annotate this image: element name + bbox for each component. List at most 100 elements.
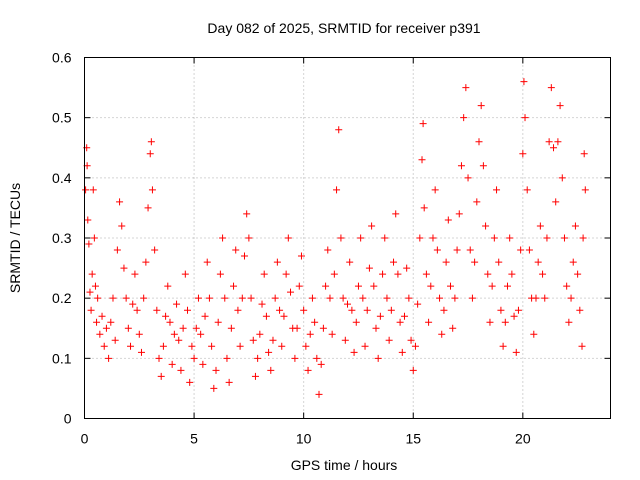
- data-point: [552, 198, 560, 206]
- data-point: [304, 366, 312, 374]
- data-point: [287, 288, 295, 296]
- data-point: [444, 216, 452, 224]
- data-point: [177, 366, 185, 374]
- data-point: [475, 138, 483, 146]
- y-tick-label: 0.5: [52, 110, 72, 126]
- data-point: [214, 318, 222, 326]
- data-point: [581, 186, 589, 194]
- data-point: [98, 312, 106, 320]
- data-point: [536, 222, 544, 230]
- data-point: [223, 354, 231, 362]
- data-point: [208, 342, 216, 350]
- data-point: [100, 342, 108, 350]
- data-point: [85, 240, 93, 248]
- data-point: [328, 330, 336, 338]
- data-point: [148, 186, 156, 194]
- data-point: [245, 234, 253, 242]
- data-point: [517, 246, 525, 254]
- data-point: [574, 270, 582, 278]
- x-axis-label: GPS time / hours: [291, 457, 398, 473]
- data-point: [506, 234, 514, 242]
- data-point: [319, 324, 327, 332]
- data-point: [383, 294, 391, 302]
- data-point: [330, 270, 338, 278]
- data-point: [86, 288, 94, 296]
- data-point: [409, 366, 417, 374]
- data-point: [120, 264, 128, 272]
- data-point: [379, 270, 387, 278]
- data-point: [422, 270, 430, 278]
- data-point: [315, 390, 323, 398]
- x-tick-label: 0: [81, 431, 89, 447]
- data-point: [153, 306, 161, 314]
- data-point: [260, 270, 268, 278]
- data-point: [308, 294, 316, 302]
- data-point: [90, 234, 98, 242]
- data-point: [258, 300, 266, 308]
- data-point: [387, 306, 395, 314]
- y-axis-label: SRMTID / TECUs: [7, 183, 23, 293]
- data-point: [464, 174, 472, 182]
- data-point: [554, 138, 562, 146]
- data-point: [146, 150, 154, 158]
- data-point: [317, 360, 325, 368]
- data-point: [414, 300, 422, 308]
- data-point: [372, 324, 380, 332]
- data-point: [419, 120, 427, 128]
- data-point: [151, 246, 159, 254]
- data-point: [129, 300, 137, 308]
- data-point: [482, 222, 490, 230]
- data-point: [157, 372, 165, 380]
- data-point: [173, 300, 181, 308]
- data-point: [212, 366, 220, 374]
- data-point: [210, 384, 218, 392]
- data-point: [493, 186, 501, 194]
- data-point: [385, 336, 393, 344]
- data-point: [567, 294, 575, 302]
- data-point: [339, 294, 347, 302]
- data-point: [346, 258, 354, 266]
- data-point: [236, 342, 244, 350]
- data-point: [563, 282, 571, 290]
- data-point: [400, 312, 408, 320]
- data-point: [344, 300, 351, 308]
- data-point: [118, 222, 126, 230]
- data-point: [295, 282, 303, 290]
- data-point: [416, 234, 424, 242]
- data-point: [164, 282, 172, 290]
- data-point: [190, 354, 198, 362]
- data-point: [216, 270, 224, 278]
- data-point: [571, 222, 579, 230]
- data-point: [238, 294, 246, 302]
- data-point: [194, 294, 202, 302]
- data-point: [457, 162, 465, 170]
- data-point: [429, 234, 437, 242]
- data-point: [460, 114, 468, 122]
- data-point: [477, 102, 485, 110]
- data-point: [262, 312, 270, 320]
- data-point: [278, 342, 286, 350]
- data-point: [137, 348, 145, 356]
- data-point: [407, 336, 415, 344]
- data-point: [438, 330, 446, 338]
- data-point: [560, 234, 568, 242]
- data-point: [247, 294, 255, 302]
- data-point: [107, 318, 115, 326]
- data-point: [433, 246, 441, 254]
- data-point: [532, 294, 540, 302]
- data-point: [201, 312, 209, 320]
- data-point: [520, 78, 528, 86]
- data-point: [394, 270, 402, 278]
- data-point: [109, 294, 117, 302]
- data-point: [453, 246, 461, 254]
- data-point: [94, 294, 102, 302]
- data-point: [556, 102, 564, 110]
- data-point: [455, 210, 463, 218]
- data-point: [534, 258, 542, 266]
- data-point: [93, 318, 101, 326]
- data-point: [545, 138, 553, 146]
- data-point: [135, 330, 143, 338]
- data-point: [96, 330, 104, 338]
- data-point: [124, 324, 132, 332]
- data-point: [363, 306, 371, 314]
